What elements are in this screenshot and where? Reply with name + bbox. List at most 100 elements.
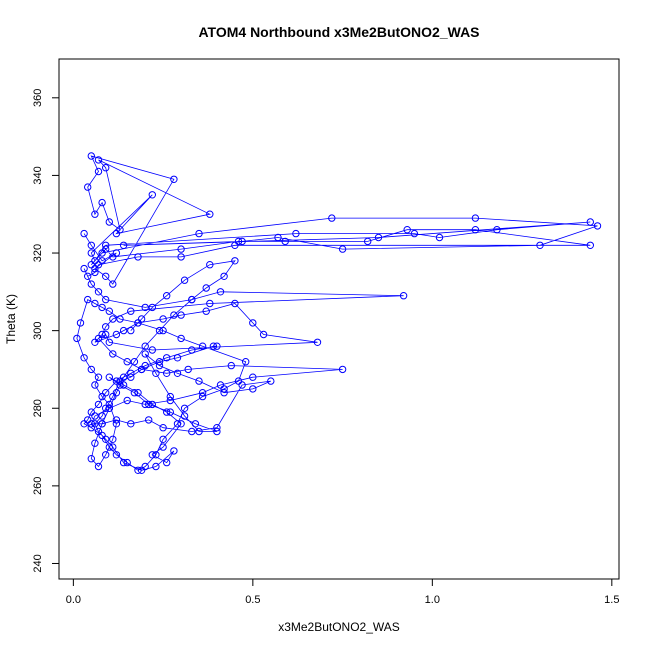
data-point [202,307,210,315]
data-point [80,420,88,428]
data-point [163,369,171,377]
data-point [91,381,99,389]
data-point [220,272,228,280]
data-point [159,315,167,323]
data-point [274,233,282,242]
data-point [148,191,157,199]
data-point [159,435,167,443]
data-point [134,389,142,397]
data-point [105,218,114,226]
data-point [94,167,103,176]
data-point [234,377,243,385]
data-point [87,249,96,257]
data-point [105,443,114,451]
data-point [159,326,167,335]
data-point [145,416,153,424]
data-point [206,261,214,269]
data-point [338,365,347,374]
data-point [231,299,239,308]
data-point [216,288,225,296]
data-point [155,361,164,370]
data-point [195,229,203,238]
data-point [213,427,221,436]
data-point [292,229,300,238]
data-point [87,241,96,250]
data-point [184,365,192,374]
data-point [399,292,408,300]
data-point [159,443,167,451]
data-point [119,373,128,381]
y-tick-label: 240 [32,554,44,572]
data-point [177,253,185,261]
data-point [195,377,203,385]
data-point [123,396,131,405]
data-point [105,338,114,346]
data-point [141,303,149,312]
data-point [191,420,200,428]
data-point [98,303,106,312]
data-point [188,346,196,354]
data-point [177,334,185,343]
data-point [177,420,185,428]
data-point [116,315,124,323]
data-point [180,412,189,420]
data-point [403,226,411,234]
data-point [267,377,275,385]
data-point [87,455,96,463]
data-point [163,408,171,416]
data-point [84,295,92,304]
data-point [593,222,602,230]
data-point [102,323,110,331]
data-point [87,261,96,269]
x-tick-label: 0.0 [66,594,81,606]
data-point [148,400,157,409]
data-point [109,350,117,358]
data-point [123,458,131,467]
data-point [410,229,419,238]
data-point [87,152,96,160]
data-point [94,334,103,343]
y-tick-label: 280 [32,399,44,417]
data-point [152,451,160,459]
data-point [73,334,81,343]
data-point [109,443,117,451]
x-tick-label: 0.5 [245,594,260,606]
data-point [134,253,142,261]
data-point [170,175,178,184]
data-point [130,389,139,397]
data-point [173,369,182,377]
data-point [231,257,239,265]
data-point [188,295,196,304]
data-point [130,358,139,366]
data-point [148,346,157,354]
data-point [84,272,92,280]
data-point [127,420,135,428]
data-point [198,389,207,397]
data-point [180,276,189,284]
data-point [84,183,92,191]
data-point [127,307,135,315]
data-point [328,214,336,222]
data-point [177,311,185,319]
data-point [238,237,246,246]
data-point [213,424,221,432]
data-point [198,392,207,401]
data-point [105,373,114,381]
y-tick-label: 260 [32,477,44,495]
data-point [170,311,178,319]
data-point [105,400,114,409]
data-point [242,358,250,366]
data-point [109,435,117,443]
x-axis: 0.0 0.5 1.0 1.5 [66,578,619,606]
data-point [112,451,121,459]
y-tick-label: 360 [32,89,44,107]
data-point [105,307,114,315]
data-point [220,385,228,393]
data-point [80,354,88,362]
data-point [98,412,106,420]
data-point [209,342,218,350]
data-point [141,400,149,409]
data-point [137,315,146,323]
data-point [188,427,196,436]
